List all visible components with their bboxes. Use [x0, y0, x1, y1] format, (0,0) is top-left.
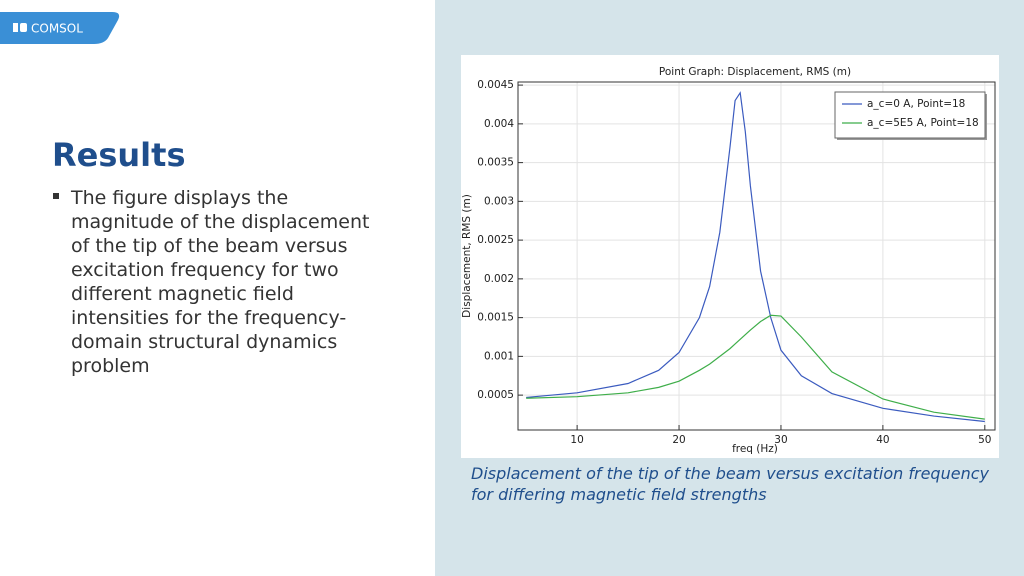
bullet-text: The figure displays the magnitude of the…: [52, 186, 391, 378]
y-tick-label: 0.003: [484, 195, 514, 207]
caption: Displacement of the tip of the beam vers…: [471, 464, 989, 504]
legend-box: [834, 91, 986, 139]
x-tick-label: 20: [672, 434, 685, 446]
x-tick-label: 50: [978, 434, 991, 446]
plot-frame: [517, 81, 996, 431]
x-tick-label: 30: [774, 434, 787, 446]
logo: COMSOL: [0, 12, 120, 44]
data-line: [526, 91, 985, 423]
x-axis-label: freq (Hz): [732, 443, 778, 455]
chart-title: Point Graph: Displacement, RMS (m): [659, 66, 851, 78]
y-tick-label: 0.0045: [477, 79, 514, 91]
heading: Results: [52, 136, 186, 174]
x-tick-label: 10: [570, 434, 583, 446]
legend-label: a_c=5E5 A, Point=18: [867, 117, 979, 129]
chart: Point Graph: Displacement, RMS (m) freq …: [461, 55, 999, 458]
legend-label: a_c=0 A, Point=18: [867, 98, 965, 110]
y-tick-label: 0.001: [484, 350, 514, 362]
y-tick-label: 0.0035: [477, 157, 514, 169]
y-axis-label: Displacement, RMS (m): [461, 194, 473, 318]
y-tick-label: 0.0005: [477, 389, 514, 401]
data-line: [526, 314, 985, 420]
y-tick-label: 0.002: [484, 273, 514, 285]
logo-text: COMSOL: [31, 22, 83, 36]
y-tick-label: 0.0025: [477, 234, 514, 246]
y-tick-label: 0.0015: [477, 312, 514, 324]
y-tick-label: 0.004: [484, 118, 514, 130]
x-tick-label: 40: [876, 434, 889, 446]
